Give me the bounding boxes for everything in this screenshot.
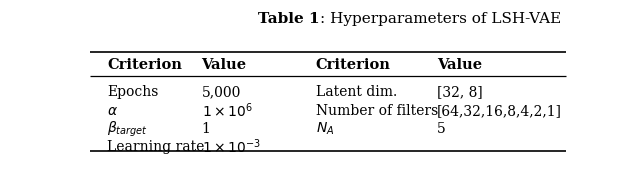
Text: $\alpha$: $\alpha$ — [108, 104, 118, 118]
Text: Value: Value — [202, 57, 246, 72]
Text: [64,32,16,8,4,2,1]: [64,32,16,8,4,2,1] — [437, 104, 562, 118]
Text: $N_A$: $N_A$ — [316, 121, 334, 137]
Text: 5,000: 5,000 — [202, 85, 241, 99]
Text: : Hyperparameters of LSH-VAE: : Hyperparameters of LSH-VAE — [320, 12, 561, 27]
Text: 1: 1 — [202, 122, 211, 136]
Text: Number of filters: Number of filters — [316, 104, 438, 118]
Text: $1 \times 10^{6}$: $1 \times 10^{6}$ — [202, 102, 253, 121]
Text: Value: Value — [437, 57, 483, 72]
Text: Learning rate: Learning rate — [108, 140, 205, 154]
Text: $1 \times 10^{-3}$: $1 \times 10^{-3}$ — [202, 137, 260, 156]
Text: Table 1: Table 1 — [259, 12, 320, 27]
Text: $\beta_{target}$: $\beta_{target}$ — [108, 119, 148, 139]
Text: 5: 5 — [437, 122, 446, 136]
Text: Epochs: Epochs — [108, 85, 159, 99]
Text: Criterion: Criterion — [108, 57, 182, 72]
Text: Latent dim.: Latent dim. — [316, 85, 397, 99]
Text: [32, 8]: [32, 8] — [437, 85, 483, 99]
Text: Criterion: Criterion — [316, 57, 390, 72]
